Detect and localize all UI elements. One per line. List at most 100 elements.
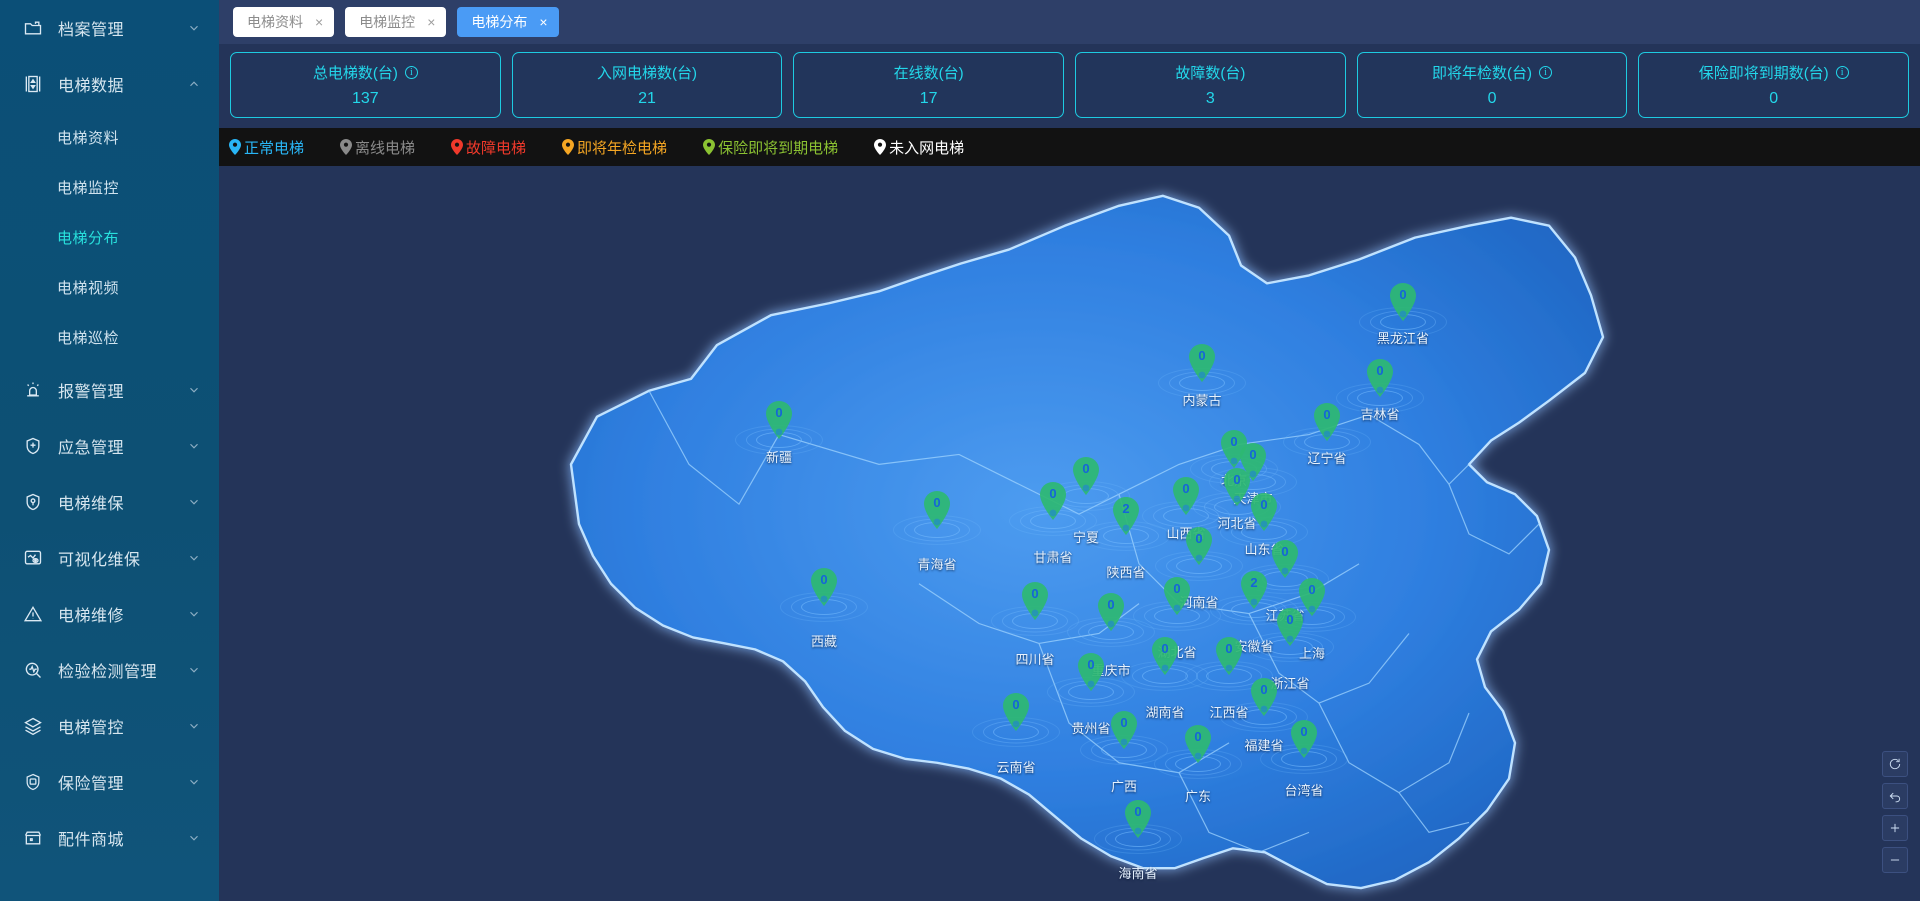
map-marker-天津市[interactable]: 0 (1238, 442, 1268, 482)
map-marker-广东[interactable]: 0 (1183, 724, 1213, 764)
close-icon[interactable]: × (427, 14, 436, 30)
stat-card-value: 17 (919, 90, 938, 107)
stat-card-title-row: 故障数(台) (1175, 62, 1245, 83)
stat-card-networked-elevators[interactable]: 入网电梯数(台) 21 (511, 52, 783, 118)
sidebar-subitem-elevator-distribution[interactable]: 电梯分布 (0, 212, 219, 262)
map-marker-辽宁省[interactable]: 0 (1312, 402, 1342, 442)
map-marker-青海省[interactable]: 0 (922, 490, 952, 530)
legend-item-fault[interactable]: 故障电梯 (451, 137, 526, 158)
stat-card-title-row: 即将年检数(台) i (1432, 62, 1553, 83)
sidebar-item-maintenance[interactable]: 电梯维保 (0, 474, 219, 530)
map-marker-台湾省[interactable]: 0 (1289, 719, 1319, 759)
map-marker-湖南省[interactable]: 0 (1150, 636, 1180, 676)
close-icon[interactable]: × (539, 14, 548, 30)
tab-elevator-info[interactable]: 电梯资料 × (233, 7, 335, 37)
marker-count: 0 (1107, 597, 1115, 612)
sidebar-item-parts-mall[interactable]: 配件商城 (0, 810, 219, 866)
reset-view-button[interactable] (1882, 751, 1908, 777)
map-pin-icon (1390, 283, 1416, 321)
legend-item-not-networked[interactable]: 未入网电梯 (874, 137, 964, 158)
map-marker-安徽省[interactable]: 2 (1239, 570, 1269, 610)
stat-card-upcoming-annual-inspection[interactable]: 即将年检数(台) i 0 (1356, 52, 1628, 118)
map-marker-河北省[interactable]: 0 (1222, 467, 1252, 507)
map-pin-icon (874, 139, 887, 155)
stat-card-fault[interactable]: 故障数(台) 3 (1075, 52, 1346, 118)
china-distribution-map[interactable]: 0黑龙江省0吉林省0辽宁省0内蒙古0新疆0北京0天津市0河北省0山西省0山东省0… (219, 166, 1920, 901)
map-marker-山东省[interactable]: 0 (1249, 492, 1279, 532)
refresh-icon (1889, 758, 1901, 770)
map-pin-icon (340, 139, 353, 155)
stat-card-insurance-expiring[interactable]: 保险即将到期数(台) i 0 (1638, 52, 1910, 118)
info-icon[interactable]: i (1835, 66, 1849, 79)
legend-item-offline[interactable]: 离线电梯 (340, 137, 415, 158)
map-marker-宁夏[interactable]: 0 (1071, 456, 1101, 496)
zoom-in-button[interactable] (1882, 815, 1908, 841)
sidebar-item-insurance[interactable]: 保险管理 (0, 754, 219, 810)
zoom-out-button[interactable] (1882, 847, 1908, 873)
marker-count: 0 (1134, 804, 1142, 819)
legend-item-insurance-expiring[interactable]: 保险即将到期电梯 (703, 137, 838, 158)
marker-count: 2 (1250, 575, 1258, 590)
map-marker-甘肃省[interactable]: 0 (1038, 481, 1068, 521)
info-icon[interactable]: i (404, 66, 418, 79)
map-marker-浙江省[interactable]: 0 (1275, 607, 1305, 647)
stat-card-value: 0 (1769, 90, 1779, 107)
marker-count: 0 (1049, 486, 1057, 501)
map-pin-icon (1040, 482, 1066, 520)
map-pin-icon (766, 401, 792, 439)
map-pin-icon (1314, 403, 1340, 441)
map-marker-新疆[interactable]: 0 (764, 400, 794, 440)
map-marker-江苏省[interactable]: 0 (1270, 539, 1300, 579)
tab-elevator-distribution[interactable]: 电梯分布 × (457, 7, 559, 37)
info-icon[interactable]: i (1539, 66, 1553, 79)
legend-item-upcoming-inspection[interactable]: 即将年检电梯 (562, 137, 667, 158)
map-marker-山西省[interactable]: 0 (1171, 476, 1201, 516)
sidebar-subitem-elevator-info[interactable]: 电梯资料 (0, 112, 219, 162)
stat-card-total-elevators[interactable]: 总电梯数(台) i 137 (230, 52, 501, 118)
sidebar-item-emergency[interactable]: 应急管理 (0, 418, 219, 474)
map-pin-icon (1189, 344, 1215, 382)
sidebar-subitem-elevator-monitor[interactable]: 电梯监控 (0, 162, 219, 212)
map-marker-黑龙江省[interactable]: 0 (1388, 282, 1418, 322)
tab-bar: 电梯资料 × 电梯监控 × 电梯分布 × (219, 0, 1920, 44)
sidebar-item-visual-maintenance[interactable]: 可视化维保 (0, 530, 219, 586)
map-marker-江西省[interactable]: 0 (1214, 636, 1244, 676)
marker-count: 0 (1249, 447, 1257, 462)
map-marker-重庆市[interactable]: 0 (1096, 592, 1126, 632)
sidebar-item-alarm[interactable]: 报警管理 (0, 362, 219, 418)
sidebar-item-repair[interactable]: 电梯维修 (0, 586, 219, 642)
close-icon[interactable]: × (315, 14, 324, 30)
shield-insurance-icon (22, 771, 44, 793)
legend-item-normal[interactable]: 正常电梯 (229, 137, 304, 158)
map-marker-贵州省[interactable]: 0 (1076, 652, 1106, 692)
map-pin-icon (1022, 582, 1048, 620)
back-button[interactable] (1882, 783, 1908, 809)
map-pin-icon (1125, 800, 1151, 838)
map-marker-广西[interactable]: 0 (1109, 710, 1139, 750)
map-marker-陕西省[interactable]: 2 (1111, 496, 1141, 536)
sidebar-subitem-elevator-video[interactable]: 电梯视频 (0, 262, 219, 312)
sidebar-subitem-label: 电梯视频 (57, 279, 120, 297)
map-marker-上海[interactable]: 0 (1297, 577, 1327, 617)
chevron-down-icon (187, 719, 201, 733)
tab-elevator-monitor[interactable]: 电梯监控 × (345, 7, 447, 37)
sidebar-item-label: 报警管理 (58, 384, 125, 401)
map-marker-内蒙古[interactable]: 0 (1187, 343, 1217, 383)
map-marker-吉林省[interactable]: 0 (1365, 358, 1395, 398)
sidebar-item-control[interactable]: 电梯管控 (0, 698, 219, 754)
map-marker-河南省[interactable]: 0 (1184, 526, 1214, 566)
map-marker-海南省[interactable]: 0 (1123, 799, 1153, 839)
sidebar-item-archive[interactable]: 档案管理 (0, 0, 219, 56)
map-marker-湖北省[interactable]: 0 (1162, 576, 1192, 616)
sidebar-item-elevator-data[interactable]: 电梯数据 (0, 56, 219, 112)
map-marker-云南省[interactable]: 0 (1001, 692, 1031, 732)
stat-card-online[interactable]: 在线数(台) 17 (793, 52, 1065, 118)
stat-cards: 总电梯数(台) i 137 入网电梯数(台) 21 在线数(台) 17 故障数( (219, 44, 1920, 128)
sidebar-item-inspection-management[interactable]: 检验检测管理 (0, 642, 219, 698)
sidebar-subitem-elevator-inspection[interactable]: 电梯巡检 (0, 312, 219, 362)
chevron-down-icon (187, 439, 201, 453)
map-marker-西藏[interactable]: 0 (809, 567, 839, 607)
map-marker-福建省[interactable]: 0 (1249, 677, 1279, 717)
map-marker-四川省[interactable]: 0 (1020, 581, 1050, 621)
